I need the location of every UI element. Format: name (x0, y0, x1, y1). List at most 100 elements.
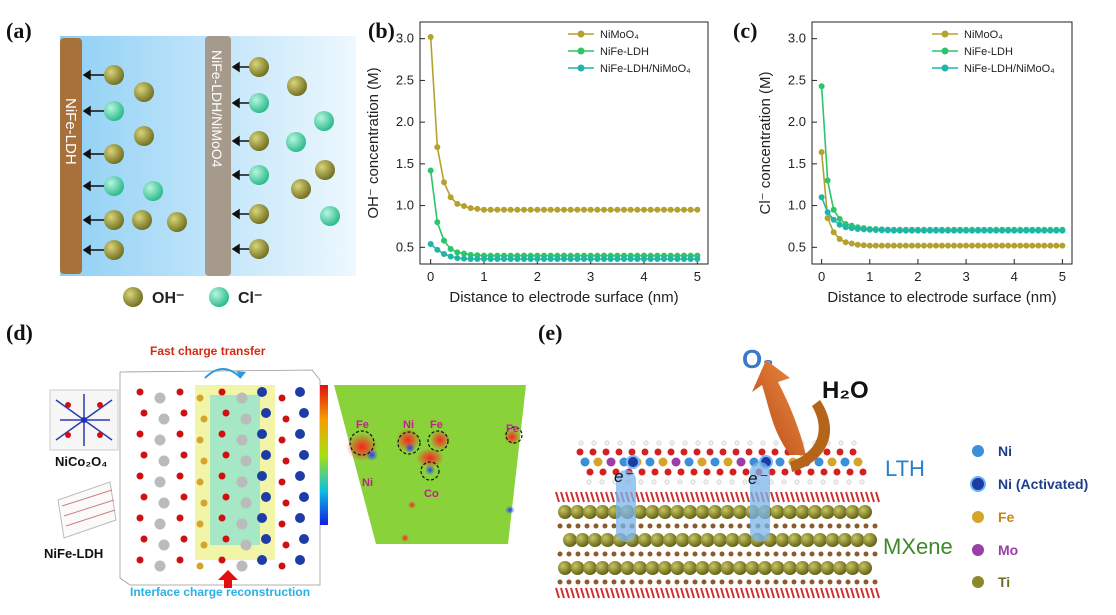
h-atom (703, 479, 709, 485)
data-point (981, 242, 988, 249)
o-atom (615, 448, 623, 456)
ti-atom (775, 533, 790, 547)
c-atom (791, 551, 797, 557)
data-point (654, 206, 661, 213)
data-point (902, 242, 909, 249)
c-atom (620, 579, 626, 585)
o-bond (770, 491, 775, 503)
atom (180, 409, 188, 417)
ion-arrows (82, 61, 250, 256)
c-atom (701, 551, 707, 557)
o-bond (665, 587, 670, 599)
o-atom (823, 448, 831, 456)
oh-ion (249, 204, 269, 224)
h-atom (721, 440, 727, 446)
c-atom (593, 523, 599, 529)
h2o-label: H₂O (822, 377, 869, 404)
data-point (627, 206, 634, 213)
h-atom (708, 440, 714, 446)
atom (299, 450, 309, 460)
c-atom (620, 551, 626, 557)
ti-atom (833, 561, 847, 575)
colorbar (320, 385, 328, 525)
nico2o4-label: NiCo₂O₄ (55, 454, 107, 469)
atom (158, 539, 170, 551)
o-bond (780, 491, 785, 503)
data-point (561, 206, 567, 213)
oh-legend-label: OH⁻ (152, 290, 184, 307)
data-point (547, 255, 554, 262)
map-label-ni-1: Ni (362, 477, 373, 489)
y-tick-label: 1.0 (788, 198, 806, 213)
ions (104, 57, 340, 260)
data-point (1011, 242, 1018, 249)
map-label-co: Co (424, 488, 439, 500)
data-point (501, 206, 507, 213)
atom (236, 434, 248, 446)
ti-atom (570, 505, 585, 519)
data-point (878, 242, 885, 249)
o-bond (835, 491, 840, 503)
ion-legend: OH⁻ Cl⁻ (123, 287, 262, 307)
x-tick-label: 1 (866, 269, 873, 284)
o-bond (670, 587, 675, 599)
o-bond (695, 491, 700, 503)
nife-ldh-label: NiFe-LDH (44, 546, 103, 561)
panel-d: (d) NiCo₂O₄ NiFe-LDH (6, 320, 526, 599)
o-bond (755, 587, 760, 599)
data-point (481, 206, 487, 213)
ti-atom (795, 505, 810, 519)
data-point (818, 194, 825, 201)
c-atom (773, 523, 779, 529)
h-atom (716, 479, 722, 485)
c-atom (584, 579, 590, 585)
c-atom (863, 523, 869, 529)
c-atom (566, 551, 572, 557)
data-point (1005, 242, 1012, 249)
data-point (694, 255, 701, 262)
data-point (434, 219, 441, 226)
legend-ti-dot (972, 576, 984, 588)
atom (261, 534, 271, 544)
o-bond (595, 587, 600, 599)
ti-atom (675, 533, 690, 547)
data-point (641, 255, 647, 262)
c-atom (557, 551, 563, 557)
o-bond (635, 491, 640, 503)
c-atom (827, 551, 833, 557)
oh-ion (315, 160, 335, 180)
o-bond (785, 491, 790, 503)
atom (196, 478, 204, 486)
o-bond (750, 587, 755, 599)
o-atom (612, 468, 620, 476)
c-atom (719, 551, 725, 557)
atom (261, 408, 271, 418)
data-point (957, 227, 964, 234)
o-bond (730, 491, 735, 503)
o-bond (660, 587, 665, 599)
ti-atom (738, 533, 752, 547)
data-point (999, 227, 1006, 234)
c-atom (836, 551, 842, 557)
data-point (1029, 227, 1036, 234)
o-bond (560, 491, 565, 503)
o-atom (807, 468, 815, 476)
electrode2-label: NiFe-LDH/NiMoO4 (209, 50, 225, 168)
c-atom (566, 579, 572, 585)
atom-circles (349, 426, 523, 481)
data-point (621, 255, 627, 262)
h-atom (690, 479, 696, 485)
atom (236, 476, 248, 488)
data-point (993, 227, 1000, 234)
data-point (454, 200, 461, 207)
h-atom (833, 479, 839, 485)
c-atom (737, 551, 743, 557)
data-point (854, 241, 861, 248)
h-atom (846, 479, 852, 485)
metal-atom (736, 457, 746, 467)
c-atom (827, 523, 833, 529)
atom (200, 541, 208, 549)
oh-ion (104, 210, 124, 230)
atom (140, 535, 148, 543)
ti-atom (733, 561, 747, 575)
